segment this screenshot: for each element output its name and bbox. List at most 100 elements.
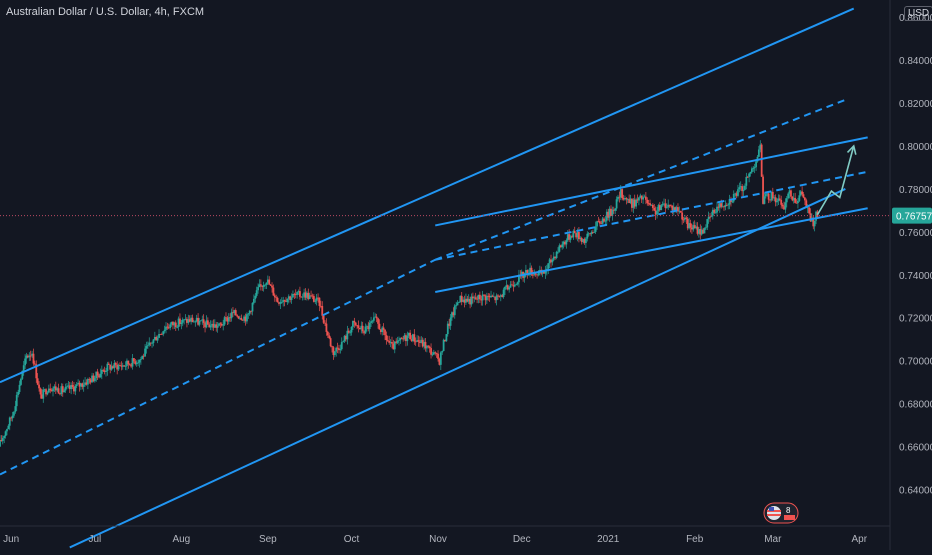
candle-body [646, 199, 649, 204]
candle-body [198, 320, 201, 325]
candle-body [732, 194, 735, 202]
candle-body [271, 285, 273, 288]
candle-body [802, 194, 805, 198]
candle-body [45, 389, 47, 395]
candle-body [615, 199, 618, 209]
currency-label[interactable]: USD [904, 6, 932, 21]
projection-path[interactable] [816, 145, 855, 216]
candle-body [582, 239, 585, 242]
candle-body [525, 270, 527, 273]
trendline-solid[interactable] [435, 136, 868, 227]
events-badge[interactable]: 8 [763, 502, 799, 524]
candle-body [428, 346, 431, 349]
candle-body [593, 231, 596, 233]
candle-body [269, 284, 272, 286]
candle-body [792, 197, 795, 201]
candle-body [332, 347, 335, 355]
candle-body [375, 316, 378, 319]
candle-body [463, 299, 466, 303]
candle-body [544, 271, 547, 274]
candle-body [477, 294, 480, 300]
candle-body [81, 383, 84, 387]
candle-body [103, 370, 106, 373]
y-tick-label: 0.84000 [899, 56, 932, 67]
candle-body [674, 207, 677, 211]
candle-body [195, 317, 198, 322]
candle-body [130, 364, 133, 367]
badge-flag-strip [784, 515, 795, 520]
candle-body [343, 335, 346, 342]
candle-body [120, 365, 123, 367]
candle-body [716, 206, 718, 213]
candle-body [502, 289, 505, 297]
candle-body [755, 161, 757, 168]
candle-body [93, 378, 96, 382]
candle-body [318, 297, 321, 306]
candle-body [557, 251, 559, 253]
candle-body [552, 256, 555, 260]
candle-body [301, 296, 304, 298]
candle-body [144, 348, 146, 357]
candle-body [220, 323, 223, 326]
candle-body [335, 347, 338, 352]
candle-body [251, 302, 254, 312]
candle-body [474, 297, 477, 299]
candle-body [135, 362, 138, 365]
candle-body [770, 191, 773, 201]
candle-body [427, 345, 430, 347]
candle-body [571, 236, 573, 238]
candle-body [412, 334, 414, 341]
candle-body [250, 310, 252, 312]
candle-body [434, 352, 437, 354]
y-tick-label: 0.72000 [899, 314, 932, 325]
candle-body [268, 279, 271, 285]
candle-body [536, 274, 538, 276]
candle-body [753, 167, 756, 169]
candle-body [407, 332, 410, 336]
candle-body [626, 199, 629, 201]
candle-body [547, 263, 550, 269]
candle-body [166, 326, 169, 328]
candle-body [664, 203, 667, 208]
candle-body [813, 220, 816, 227]
candle-body [776, 200, 778, 203]
candle-body [762, 176, 764, 204]
symbol-title[interactable]: Australian Dollar / U.S. Dollar, 4h, FXC… [6, 6, 205, 18]
candle-body [576, 232, 579, 238]
candle-body [550, 259, 552, 263]
candle-body [788, 190, 791, 194]
candle-body [677, 207, 679, 212]
candle-body [232, 312, 234, 314]
candle-body [774, 197, 777, 203]
candle-body [689, 223, 692, 228]
candle-body [483, 294, 485, 296]
trendline-dashed[interactable] [0, 258, 436, 476]
trendline-solid[interactable] [435, 207, 868, 293]
candle-body [416, 340, 419, 342]
candle-body [668, 204, 671, 206]
x-tick-label: 2021 [597, 534, 620, 545]
candle-body [492, 296, 495, 298]
candle-body [241, 319, 244, 321]
trendline-solid[interactable] [0, 7, 855, 384]
candle-body [326, 331, 329, 336]
candle-body [176, 327, 179, 328]
candle-body [738, 187, 741, 190]
candle-body [77, 382, 80, 385]
candle-body [116, 364, 119, 370]
y-tick-label: 0.74000 [899, 271, 932, 282]
candle-body [691, 227, 693, 230]
candle-body [452, 312, 455, 316]
trendline-dashed[interactable] [434, 97, 849, 261]
candle-body [785, 198, 788, 203]
candle-body [209, 325, 212, 328]
candle-body [667, 204, 670, 208]
candle-body [478, 294, 481, 300]
candle-body [497, 295, 499, 297]
y-tick-label: 0.80000 [899, 142, 932, 153]
candle-body [357, 325, 360, 328]
candle-body [480, 299, 483, 301]
trendline-solid[interactable] [69, 188, 846, 549]
